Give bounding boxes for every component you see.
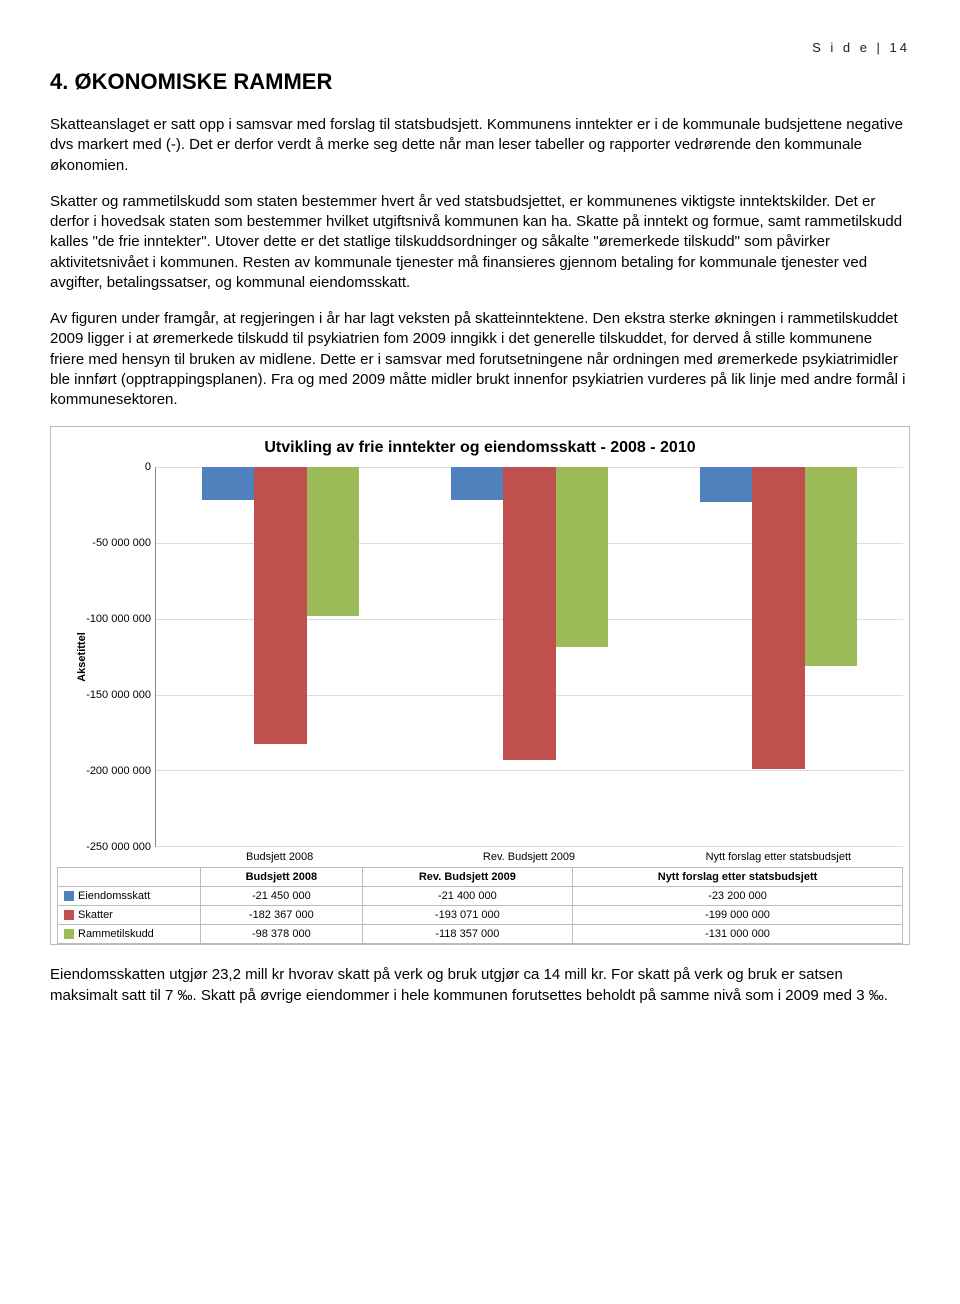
series-name: Skatter (78, 909, 113, 921)
y-tick-label: -150 000 000 (86, 689, 151, 701)
table-cell-series: Rammetilskudd (58, 925, 201, 944)
table-cell-value: -182 367 000 (201, 906, 363, 925)
table-cell-value: -193 071 000 (362, 906, 572, 925)
table-header: Budsjett 2008 (201, 868, 363, 887)
bar-skatter (254, 467, 306, 743)
x-tick-label: Budsjett 2008 (155, 851, 404, 863)
y-tick-label: -100 000 000 (86, 613, 151, 625)
x-tick-label: Nytt forslag etter statsbudsjett (654, 851, 903, 863)
table-cell-series: Skatter (58, 906, 201, 925)
table-cell-value: -21 400 000 (362, 887, 572, 906)
table-cell-value: -23 200 000 (573, 887, 903, 906)
bar-eiendomsskatt (202, 467, 254, 500)
legend-swatch (64, 929, 74, 939)
table-row: Skatter -182 367 000-193 071 000-199 000 … (58, 906, 903, 925)
y-tick-label: -250 000 000 (86, 841, 151, 853)
series-name: Rammetilskudd (78, 928, 154, 940)
table-header: Rev. Budsjett 2009 (362, 868, 572, 887)
y-axis-label-wrap: Aksetittel (57, 467, 75, 847)
table-header-blank (58, 868, 201, 887)
table-cell-value: -98 378 000 (201, 925, 363, 944)
table-cell-value: -21 450 000 (201, 887, 363, 906)
table-cell-value: -199 000 000 (573, 906, 903, 925)
bar-skatter (503, 467, 555, 760)
legend-swatch (64, 891, 74, 901)
table-cell-value: -131 000 000 (573, 925, 903, 944)
y-tick-label: 0 (145, 461, 151, 473)
bar-skatter (752, 467, 804, 769)
bar-rammetilskudd (556, 467, 608, 646)
chart-data-table: Budsjett 2008Rev. Budsjett 2009Nytt fors… (57, 867, 903, 944)
bar-eiendomsskatt (700, 467, 752, 502)
chart-container: Utvikling av frie inntekter og eiendomss… (50, 426, 910, 945)
x-axis: Budsjett 2008Rev. Budsjett 2009Nytt fors… (155, 847, 903, 865)
y-axis: 0-50 000 000-100 000 000-150 000 000-200… (75, 467, 155, 847)
legend-swatch (64, 910, 74, 920)
chart-body: Aksetittel 0-50 000 000-100 000 000-150 … (57, 467, 903, 847)
series-name: Eiendomsskatt (78, 890, 150, 902)
table-cell-value: -118 357 000 (362, 925, 572, 944)
section-heading: 4. ØKONOMISKE RAMMER (50, 69, 910, 95)
table-row: Rammetilskudd -98 378 000-118 357 000-131… (58, 925, 903, 944)
y-tick-label: -200 000 000 (86, 765, 151, 777)
table-row: Eiendomsskatt -21 450 000-21 400 000-23 2… (58, 887, 903, 906)
body-paragraph: Skatteanslaget er satt opp i samsvar med… (50, 115, 910, 176)
x-tick-label: Rev. Budsjett 2009 (404, 851, 653, 863)
bar-eiendomsskatt (451, 467, 503, 499)
bar-rammetilskudd (307, 467, 359, 616)
gridline (156, 770, 903, 771)
body-paragraph: Av figuren under framgår, at regjeringen… (50, 309, 910, 410)
gridline (156, 846, 903, 847)
bar-rammetilskudd (805, 467, 857, 666)
page-header: S i d e | 14 (50, 40, 910, 55)
y-tick-label: -50 000 000 (92, 537, 151, 549)
footer-paragraph: Eiendomsskatten utgjør 23,2 mill kr hvor… (50, 965, 910, 1006)
chart-title: Utvikling av frie inntekter og eiendomss… (57, 439, 903, 457)
table-header: Nytt forslag etter statsbudsjett (573, 868, 903, 887)
body-paragraph: Skatter og rammetilskudd som staten best… (50, 192, 910, 293)
table-cell-series: Eiendomsskatt (58, 887, 201, 906)
plot-area (155, 467, 903, 847)
